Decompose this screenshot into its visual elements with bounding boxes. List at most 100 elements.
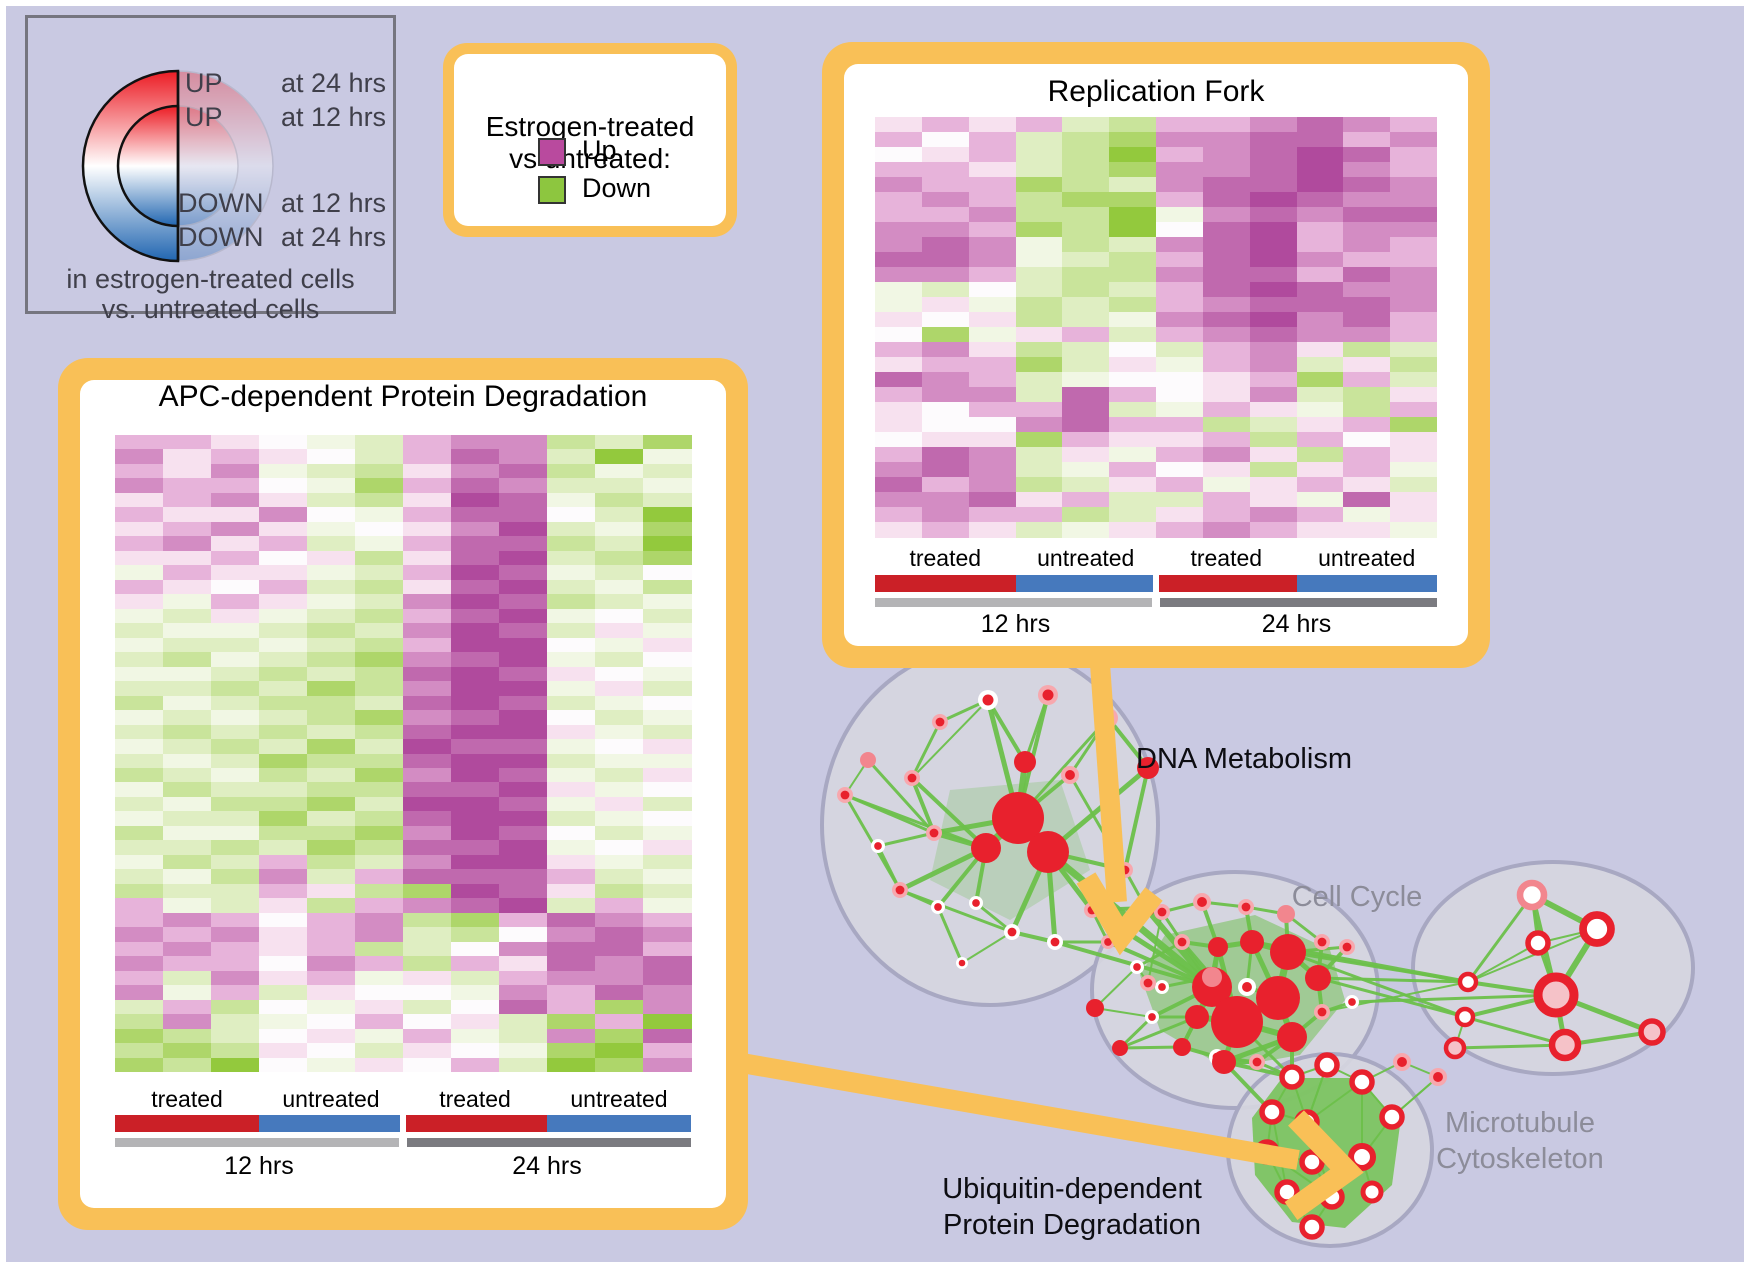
heatmap-cell — [643, 854, 692, 870]
heatmap-cell — [1156, 147, 1204, 163]
heatmap-cell — [499, 449, 548, 465]
gradient-legend-time-1: at 12 hrs — [281, 102, 387, 132]
network-node-solid-red — [1277, 1022, 1307, 1052]
heatmap-cell — [921, 477, 970, 493]
heatmap-cell — [1109, 507, 1157, 523]
heatmap-cell — [259, 782, 308, 798]
heatmap-cell — [1296, 147, 1344, 163]
heatmap-cell — [875, 462, 923, 478]
network-node-red-core-pink-halo — [1193, 893, 1211, 911]
heatmap-cell — [643, 999, 692, 1015]
heatmap-cell — [547, 927, 596, 943]
heatmap-cell — [1202, 342, 1251, 358]
heatmap-cell — [355, 941, 404, 957]
heatmap-cell — [163, 695, 212, 711]
heatmap-cell — [403, 463, 452, 479]
heatmap-cell — [968, 477, 1016, 493]
heatmap-cell — [451, 579, 500, 595]
network-edge — [1466, 894, 1534, 983]
network-node-solid-red — [1185, 1005, 1209, 1029]
heatmap-cell — [163, 912, 212, 928]
heatmap-cell — [499, 970, 548, 986]
heatmap-cell — [1202, 357, 1251, 373]
heatmap-cell — [1390, 267, 1438, 283]
heatmap-cell — [547, 594, 596, 610]
heatmap-cell — [355, 739, 404, 754]
up-down-gradient-legend: UP at 24 hrs UP at 12 hrs DOWN at 12 hrs DOWN a… — [25, 15, 396, 324]
heatmap-cell — [307, 492, 356, 508]
heatmap-cell — [211, 594, 260, 610]
heatmap-cell — [259, 898, 308, 914]
heatmap-cell — [163, 753, 212, 769]
heatmap-cell — [163, 724, 212, 740]
heatmap-cell — [163, 449, 212, 465]
network-node-solid-red — [1212, 1050, 1236, 1074]
heatmap-cell — [499, 1028, 548, 1044]
heatmap-cell — [355, 695, 404, 711]
heatmap-cell — [1296, 267, 1344, 283]
heatmap-cell — [1343, 327, 1391, 343]
network-node-solid-red — [1112, 1040, 1128, 1056]
heatmap-cell — [1062, 492, 1110, 508]
heatmap-cell — [1343, 372, 1391, 388]
heatmap-cell — [1062, 267, 1110, 283]
heatmap-cell — [307, 579, 356, 595]
heatmap-cell — [643, 767, 692, 783]
heatmap-cell — [595, 927, 644, 943]
heatmap-cell — [875, 372, 923, 388]
heatmap-cell — [875, 282, 923, 298]
heatmap-cell — [355, 898, 404, 914]
heatmap-cell — [1296, 192, 1344, 208]
heatmap-cell — [163, 435, 212, 450]
group-label-3: untreated — [1318, 545, 1416, 571]
heatmap-cell — [1109, 387, 1157, 403]
network-edge — [844, 793, 935, 835]
heatmap-cell — [307, 796, 356, 812]
heatmap-cell — [355, 463, 404, 479]
heatmap-cell — [307, 970, 356, 986]
heatmap-cell — [163, 710, 212, 726]
network-node-red-core-pink-halo — [1339, 939, 1355, 955]
network-node-red-core-white-halo — [931, 900, 945, 914]
network-node-red-core-white-halo — [1345, 995, 1359, 1009]
heatmap-cell — [1202, 387, 1251, 403]
heatmap-cell — [499, 478, 548, 494]
condition-bar-untreated-3 — [1296, 575, 1437, 592]
heatmap-cell — [211, 956, 260, 972]
heatmap-cell — [115, 666, 164, 682]
heatmap-cell — [355, 507, 404, 523]
heatmap-cell — [499, 710, 548, 726]
heatmap-cell — [211, 637, 260, 653]
heatmap-cell — [1343, 237, 1391, 253]
heatmap-cell — [595, 492, 644, 508]
heatmap-cell — [403, 594, 452, 610]
heatmap-cell — [643, 796, 692, 812]
heatmap-cell — [1343, 252, 1391, 268]
heatmap-cell — [259, 449, 308, 465]
heatmap-cell — [1343, 417, 1391, 433]
heatmap-cell — [355, 608, 404, 624]
heatmap-cell — [1296, 507, 1344, 523]
heatmap-cell — [595, 956, 644, 972]
heatmap-cell — [643, 869, 692, 885]
heatmap-cell — [1109, 162, 1157, 178]
heatmap-cell — [499, 507, 548, 523]
heatmap-cell — [355, 811, 404, 827]
heatmap-cell — [307, 956, 356, 972]
heatmap-cell — [403, 1028, 452, 1044]
heatmap-cell — [115, 652, 164, 668]
heatmap-cell — [1202, 312, 1251, 328]
heatmap-cell — [211, 869, 260, 885]
heatmap-cell — [1109, 357, 1157, 373]
heatmap-cell — [643, 637, 692, 653]
heatmap-cell — [1202, 147, 1251, 163]
heatmap-cell — [1109, 417, 1157, 433]
heatmap-cell — [355, 753, 404, 769]
heatmap-cell — [1390, 222, 1438, 238]
heatmap-cell — [1015, 522, 1063, 538]
heatmap-cell — [1015, 132, 1063, 148]
heatmap-cell — [307, 840, 356, 856]
heatmap-cell — [875, 312, 923, 328]
heatmap-cell — [643, 435, 692, 450]
heatmap-cell — [547, 652, 596, 668]
